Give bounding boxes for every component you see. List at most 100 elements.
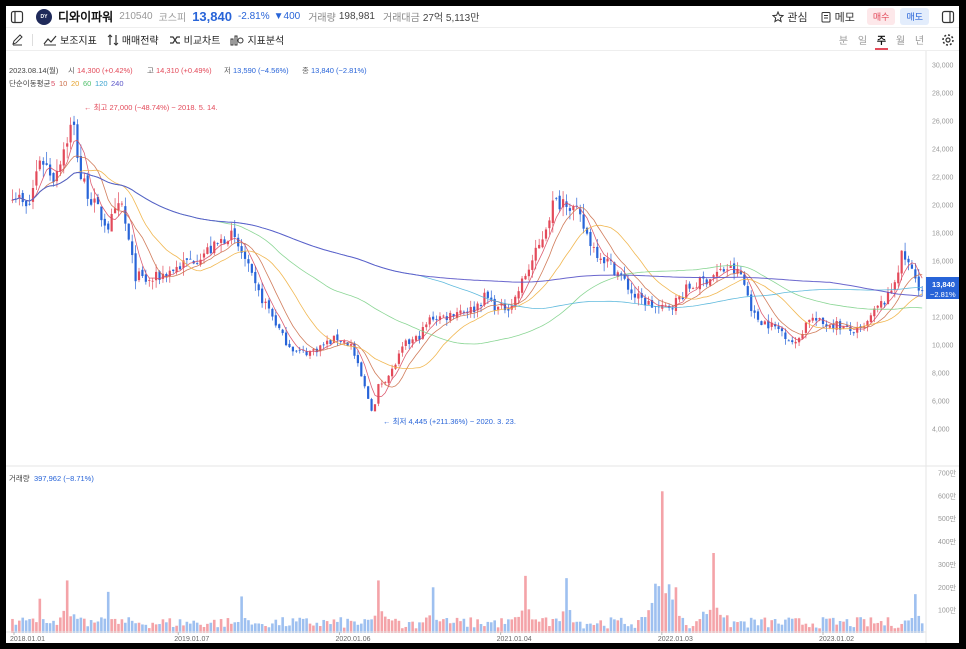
period-week[interactable]: 주 [872, 32, 891, 50]
volume-bar [729, 627, 732, 633]
volume-bar [606, 628, 609, 633]
buy-button[interactable]: 매수 [866, 8, 896, 25]
candle-body [900, 250, 903, 274]
candle-body [189, 258, 192, 260]
volume-bar [366, 619, 370, 633]
memo-label: 메모 [834, 11, 855, 24]
price-tag-pct: −2.81% [930, 290, 956, 299]
volume-bar [907, 620, 910, 633]
volume-bar [879, 621, 883, 633]
volume-bar [250, 624, 254, 633]
candle-body [688, 283, 691, 289]
settings-button[interactable] [937, 29, 959, 51]
volume-bar [165, 622, 168, 633]
volume-bar [739, 621, 743, 633]
candle-body [432, 316, 435, 320]
analysis-button[interactable]: 지표분석 [230, 32, 284, 47]
candle-body [175, 266, 178, 273]
favorite-button[interactable]: 관심 [772, 9, 808, 25]
period-month[interactable]: 월 [895, 36, 906, 47]
volume-bar [455, 617, 459, 633]
volume-bar [418, 622, 421, 633]
volume-bar [869, 617, 873, 633]
candle-body [90, 199, 93, 205]
candle-body [312, 349, 315, 351]
candle-body [363, 376, 366, 387]
volume-bar [247, 620, 250, 633]
candle-body [185, 258, 188, 260]
candle-body [155, 271, 158, 281]
volume-bar [808, 627, 811, 633]
volume-bar [113, 618, 117, 633]
volume-bar [660, 491, 664, 633]
candle-body [66, 143, 69, 147]
candle-body [497, 306, 500, 310]
candle-body [202, 253, 206, 258]
volume-bar [479, 624, 483, 633]
indicators-button[interactable]: 보조지표 [43, 32, 97, 47]
candle-body [541, 239, 544, 248]
price-chart[interactable]: 4,0006,0008,00010,00012,00014,00016,0001… [6, 51, 959, 643]
volume-bar [541, 618, 544, 633]
candle-body [678, 296, 681, 300]
volume-bar [390, 620, 394, 633]
candle-body [339, 341, 342, 342]
draw-button[interactable] [6, 29, 28, 51]
volume-bar [192, 620, 196, 633]
period-minute[interactable]: 분 [838, 36, 849, 47]
strategy-button[interactable]: 매매전략 [107, 32, 159, 47]
volume-bar [763, 617, 767, 633]
compare-button[interactable]: 비교차트 [169, 32, 220, 47]
candle-body [83, 178, 86, 182]
panel-toggle-button[interactable] [937, 6, 959, 28]
candle-body [113, 208, 117, 214]
volume-axis-tick: 400만 [938, 537, 957, 546]
volume-bar [233, 622, 237, 633]
candle-body [452, 314, 455, 317]
y-axis-tick: 28,000 [932, 91, 954, 98]
candle-body [647, 301, 650, 305]
volume-bar [849, 626, 852, 633]
volume-bar [595, 623, 599, 633]
candle-body [336, 334, 339, 341]
y-axis-tick: 10,000 [932, 343, 954, 350]
volume-bar [18, 620, 21, 633]
volume-bar [329, 624, 332, 633]
volume-bar [52, 620, 55, 633]
candle-body [476, 303, 479, 311]
memo-icon [821, 11, 831, 22]
sidebar-toggle-button[interactable] [6, 6, 28, 28]
candle-body [637, 293, 640, 299]
candle-body [96, 197, 100, 205]
volume-bar [914, 594, 917, 633]
volume-bar [274, 619, 278, 633]
memo-button[interactable]: 메모 [820, 9, 855, 25]
candle-body [828, 325, 831, 328]
volume-bar [647, 610, 650, 633]
price-tag-value: 13,840 [932, 280, 955, 289]
candle-body [72, 121, 76, 125]
candle-body [910, 264, 914, 269]
candle-body [801, 334, 804, 339]
candle-body [763, 321, 766, 325]
market-name: 코스피 [158, 13, 187, 24]
volume-bar [35, 622, 38, 633]
candle-body [305, 351, 308, 356]
sell-button[interactable]: 매도 [900, 8, 929, 25]
volume-bar [315, 622, 319, 633]
candle-body [216, 243, 219, 244]
volume-bar [421, 622, 425, 633]
period-year[interactable]: 년 [914, 36, 925, 47]
volume-bar [462, 618, 466, 633]
candle-body [897, 272, 900, 284]
volume-bar [797, 618, 801, 633]
volume-bar [267, 627, 271, 633]
ma-20: 20 [71, 79, 79, 88]
candle-body [520, 278, 524, 293]
volume-axis-tick: 100만 [938, 606, 957, 615]
volume-bar [671, 599, 674, 633]
volume-bar [79, 617, 83, 633]
candle-body [408, 339, 411, 345]
candle-body [161, 273, 165, 279]
period-day[interactable]: 일 [857, 36, 868, 47]
